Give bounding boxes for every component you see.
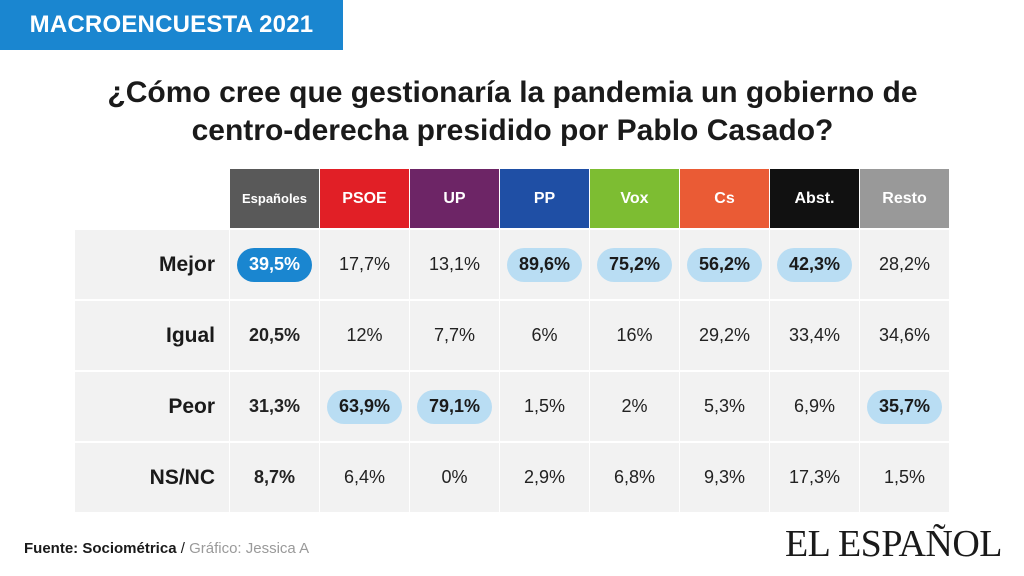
column-header: Españoles bbox=[230, 169, 319, 228]
highlighted-value: 75,2% bbox=[596, 247, 673, 282]
cell-value: 20,5% bbox=[248, 325, 301, 345]
results-table: Españoles PSOE UP PP Vox Cs Abst. Resto Mejor 39,… bbox=[75, 169, 949, 512]
source-label: Fuente: Sociométrica bbox=[24, 540, 177, 557]
cell-value: 29,2% bbox=[698, 325, 751, 345]
row-label: Igual bbox=[75, 301, 229, 370]
cell-value: 28,2% bbox=[878, 254, 931, 274]
cell-value: 9,3% bbox=[703, 467, 746, 487]
table-cell: 2% bbox=[590, 372, 679, 441]
table-cell: 8,7% bbox=[230, 443, 319, 512]
table-cell: 16% bbox=[590, 301, 679, 370]
column-header: Vox bbox=[590, 169, 679, 228]
cell-value: 31,3% bbox=[248, 396, 301, 416]
table-cell: 1,5% bbox=[860, 443, 949, 512]
table-cell: 20,5% bbox=[230, 301, 319, 370]
table-cell: 42,3% bbox=[770, 230, 859, 299]
table-cell: 9,3% bbox=[680, 443, 769, 512]
column-header: Abst. bbox=[770, 169, 859, 228]
table-cell: 89,6% bbox=[500, 230, 589, 299]
table-cell: 13,1% bbox=[410, 230, 499, 299]
table-cell: 75,2% bbox=[590, 230, 679, 299]
cell-value: 34,6% bbox=[878, 325, 931, 345]
table-corner bbox=[75, 169, 229, 228]
cell-value: 16% bbox=[616, 325, 653, 345]
table-cell: 6% bbox=[500, 301, 589, 370]
title-line-2: centro-derecha presidido por Pablo Casad… bbox=[191, 114, 834, 147]
title-line-1: ¿Cómo cree que gestionaría la pandemia u… bbox=[107, 76, 918, 109]
table-cell: 28,2% bbox=[860, 230, 949, 299]
table-cell: 63,9% bbox=[320, 372, 409, 441]
source-separator: / bbox=[176, 540, 190, 557]
el-espanol-logo: EL ESPAÑOL bbox=[784, 523, 1003, 565]
highlighted-value: 39,5% bbox=[236, 247, 313, 282]
row-label: NS/NC bbox=[75, 443, 229, 512]
cell-value: 12% bbox=[346, 325, 383, 345]
cell-value: 17,3% bbox=[788, 467, 841, 487]
highlighted-value: 89,6% bbox=[506, 247, 583, 282]
cell-value: 17,7% bbox=[338, 254, 391, 274]
table-cell: 1,5% bbox=[500, 372, 589, 441]
table-cell: 34,6% bbox=[860, 301, 949, 370]
row-label: Peor bbox=[75, 372, 229, 441]
table-cell: 6,9% bbox=[770, 372, 859, 441]
highlighted-value: 63,9% bbox=[326, 389, 403, 424]
cell-value: 6,8% bbox=[613, 467, 656, 487]
cell-value: 6,4% bbox=[343, 467, 386, 487]
cell-value: 6,9% bbox=[793, 396, 836, 416]
cell-value: 2,9% bbox=[523, 467, 566, 487]
cell-value: 2% bbox=[621, 396, 648, 416]
cell-value: 5,3% bbox=[703, 396, 746, 416]
cell-value: 6% bbox=[531, 325, 558, 345]
column-header: Resto bbox=[860, 169, 949, 228]
cell-value: 1,5% bbox=[883, 467, 926, 487]
column-header: Cs bbox=[680, 169, 769, 228]
column-header: UP bbox=[410, 169, 499, 228]
table-cell: 17,7% bbox=[320, 230, 409, 299]
cell-value: 33,4% bbox=[788, 325, 841, 345]
highlighted-value: 56,2% bbox=[686, 247, 763, 282]
table-cell: 35,7% bbox=[860, 372, 949, 441]
table-cell: 7,7% bbox=[410, 301, 499, 370]
row-label: Mejor bbox=[75, 230, 229, 299]
cell-value: 0% bbox=[441, 467, 468, 487]
header-tag: MACROENCUESTA 2021 bbox=[0, 0, 343, 50]
cell-value: 7,7% bbox=[433, 325, 476, 345]
table-cell: 33,4% bbox=[770, 301, 859, 370]
column-header: PSOE bbox=[320, 169, 409, 228]
highlighted-value: 79,1% bbox=[416, 389, 493, 424]
table-cell: 17,3% bbox=[770, 443, 859, 512]
cell-value: 8,7% bbox=[253, 467, 296, 487]
table-cell: 6,8% bbox=[590, 443, 679, 512]
cell-value: 1,5% bbox=[523, 396, 566, 416]
table-cell: 5,3% bbox=[680, 372, 769, 441]
table-cell: 29,2% bbox=[680, 301, 769, 370]
table-cell: 2,9% bbox=[500, 443, 589, 512]
cell-value: 13,1% bbox=[428, 254, 481, 274]
table-cell: 6,4% bbox=[320, 443, 409, 512]
table-cell: 31,3% bbox=[230, 372, 319, 441]
source-line: Fuente: Sociométrica / Gráfico: Jessica … bbox=[24, 540, 309, 557]
highlighted-value: 35,7% bbox=[866, 389, 943, 424]
table-cell: 12% bbox=[320, 301, 409, 370]
graphic-credit: Gráfico: Jessica A bbox=[189, 540, 310, 557]
chart-title: ¿Cómo cree que gestionaría la pandemia u… bbox=[60, 74, 965, 150]
table-cell: 0% bbox=[410, 443, 499, 512]
table-cell: 79,1% bbox=[410, 372, 499, 441]
column-header: PP bbox=[500, 169, 589, 228]
highlighted-value: 42,3% bbox=[776, 247, 853, 282]
table-cell: 56,2% bbox=[680, 230, 769, 299]
table-cell: 39,5% bbox=[230, 230, 319, 299]
